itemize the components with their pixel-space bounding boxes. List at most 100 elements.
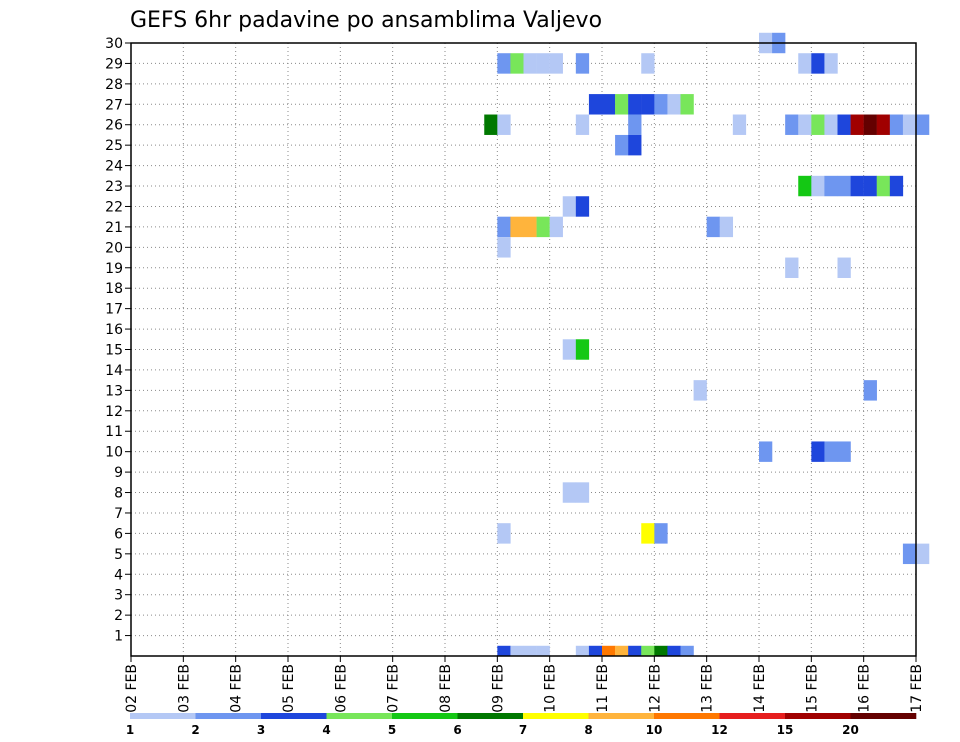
heatmap-cell <box>510 645 524 656</box>
y-tick-label: 9 <box>114 465 123 481</box>
heatmap-cell <box>523 645 537 656</box>
heatmap-cell <box>575 114 590 135</box>
heatmap-cell <box>536 645 550 656</box>
heatmap-cell <box>850 175 864 197</box>
heatmap-cell <box>916 543 930 565</box>
heatmap-cell <box>641 645 655 656</box>
heatmap-cell <box>759 441 773 462</box>
data-cells <box>484 32 930 656</box>
heatmap-cell <box>628 114 642 135</box>
heatmap-cell <box>706 216 720 238</box>
heatmap-cell <box>615 94 629 115</box>
heatmap-cell <box>641 523 655 544</box>
x-tick-label: 03 FEB <box>176 664 192 713</box>
y-tick-label: 28 <box>105 77 123 93</box>
heatmap-cell <box>798 175 812 197</box>
x-tick-label: 02 FEB <box>124 664 140 713</box>
heatmap-cell <box>667 94 681 115</box>
heatmap-cell <box>811 441 825 462</box>
heatmap-cell <box>628 94 642 115</box>
heatmap-cell <box>837 114 851 135</box>
y-tick-label: 17 <box>105 302 123 318</box>
heatmap-cell <box>863 175 877 197</box>
y-tick-label: 6 <box>114 526 123 542</box>
heatmap-cell <box>837 441 851 462</box>
y-tick-label: 2 <box>114 608 123 624</box>
heatmap-cell <box>641 53 655 74</box>
y-tick-label: 21 <box>105 220 123 236</box>
heatmap-cell <box>575 196 590 217</box>
y-tick-label: 23 <box>105 179 123 195</box>
heatmap-cell <box>680 94 694 115</box>
heatmap-cell <box>654 645 668 656</box>
legend-label: 20 <box>842 723 859 737</box>
heatmap-cell <box>850 114 864 135</box>
y-tick-label: 7 <box>114 506 123 522</box>
x-tick-label: 17 FEB <box>909 664 925 713</box>
heatmap-cell <box>654 94 668 115</box>
heatmap-cell <box>562 196 577 217</box>
y-tick-label: 18 <box>105 281 123 297</box>
heatmap-cell <box>876 114 891 135</box>
x-tick-label: 07 FEB <box>386 664 402 713</box>
heatmap-cell <box>497 53 511 74</box>
legend-swatch <box>785 713 851 719</box>
legend-label: 12 <box>711 723 728 737</box>
heatmap-cell <box>785 257 799 278</box>
heatmap-cell <box>536 53 550 74</box>
heatmap-cell <box>575 339 590 360</box>
heatmap-cell <box>785 114 799 135</box>
heatmap-cell <box>628 134 642 156</box>
legend-label: 3 <box>257 723 265 737</box>
x-tick-label: 06 FEB <box>333 664 349 713</box>
x-tick-label: 04 FEB <box>229 664 245 713</box>
legend-label: 6 <box>453 723 461 737</box>
y-tick-label: 24 <box>105 159 123 175</box>
heatmap-cell <box>575 645 590 656</box>
legend-swatch <box>654 713 720 719</box>
heatmap-cell <box>497 237 511 258</box>
heatmap-cell <box>536 216 550 238</box>
heatmap-cell <box>667 645 681 656</box>
heatmap-cell <box>811 114 825 135</box>
x-tick-label: 15 FEB <box>804 664 820 713</box>
heatmap-cell <box>680 645 694 656</box>
y-tick-label: 16 <box>105 322 123 338</box>
y-tick-label: 11 <box>105 424 123 440</box>
y-tick-label: 1 <box>114 629 123 645</box>
x-tick-label: 09 FEB <box>490 664 506 713</box>
y-tick-label: 20 <box>105 240 123 256</box>
y-tick-label: 26 <box>105 118 123 134</box>
legend-swatch <box>457 713 524 719</box>
heatmap-cell <box>889 175 904 197</box>
heatmap-cell <box>497 216 511 238</box>
y-tick-label: 25 <box>105 138 123 154</box>
heatmap-cell <box>549 53 563 74</box>
heatmap-cell <box>575 53 590 74</box>
x-tick-label: 08 FEB <box>438 664 454 713</box>
x-tick-label: 12 FEB <box>647 664 663 713</box>
heatmap-cell <box>523 216 537 238</box>
legend-swatch <box>719 713 786 719</box>
legend-swatch <box>326 713 393 719</box>
heatmap-cell <box>693 380 707 401</box>
y-tick-label: 29 <box>105 56 123 72</box>
chart-title: GEFS 6hr padavine po ansamblima Valjevo <box>130 8 602 33</box>
heatmap-cell <box>575 482 590 503</box>
y-tick-label: 10 <box>105 445 123 461</box>
heatmap-cell <box>628 645 642 656</box>
legend-label: 1 <box>126 723 134 737</box>
heatmap-cell <box>863 380 877 401</box>
x-tick-label: 05 FEB <box>281 664 297 713</box>
heatmap-cell <box>837 257 851 278</box>
legend-swatch <box>850 713 917 719</box>
heatmap-cell <box>798 114 812 135</box>
x-tick-label: 10 FEB <box>543 664 559 713</box>
heatmap-cell <box>588 645 603 656</box>
y-tick-label: 15 <box>105 343 123 359</box>
y-tick-label: 3 <box>114 588 123 604</box>
y-tick-label: 27 <box>105 97 123 113</box>
legend-swatch <box>392 713 458 719</box>
heatmap-cell <box>497 523 511 544</box>
